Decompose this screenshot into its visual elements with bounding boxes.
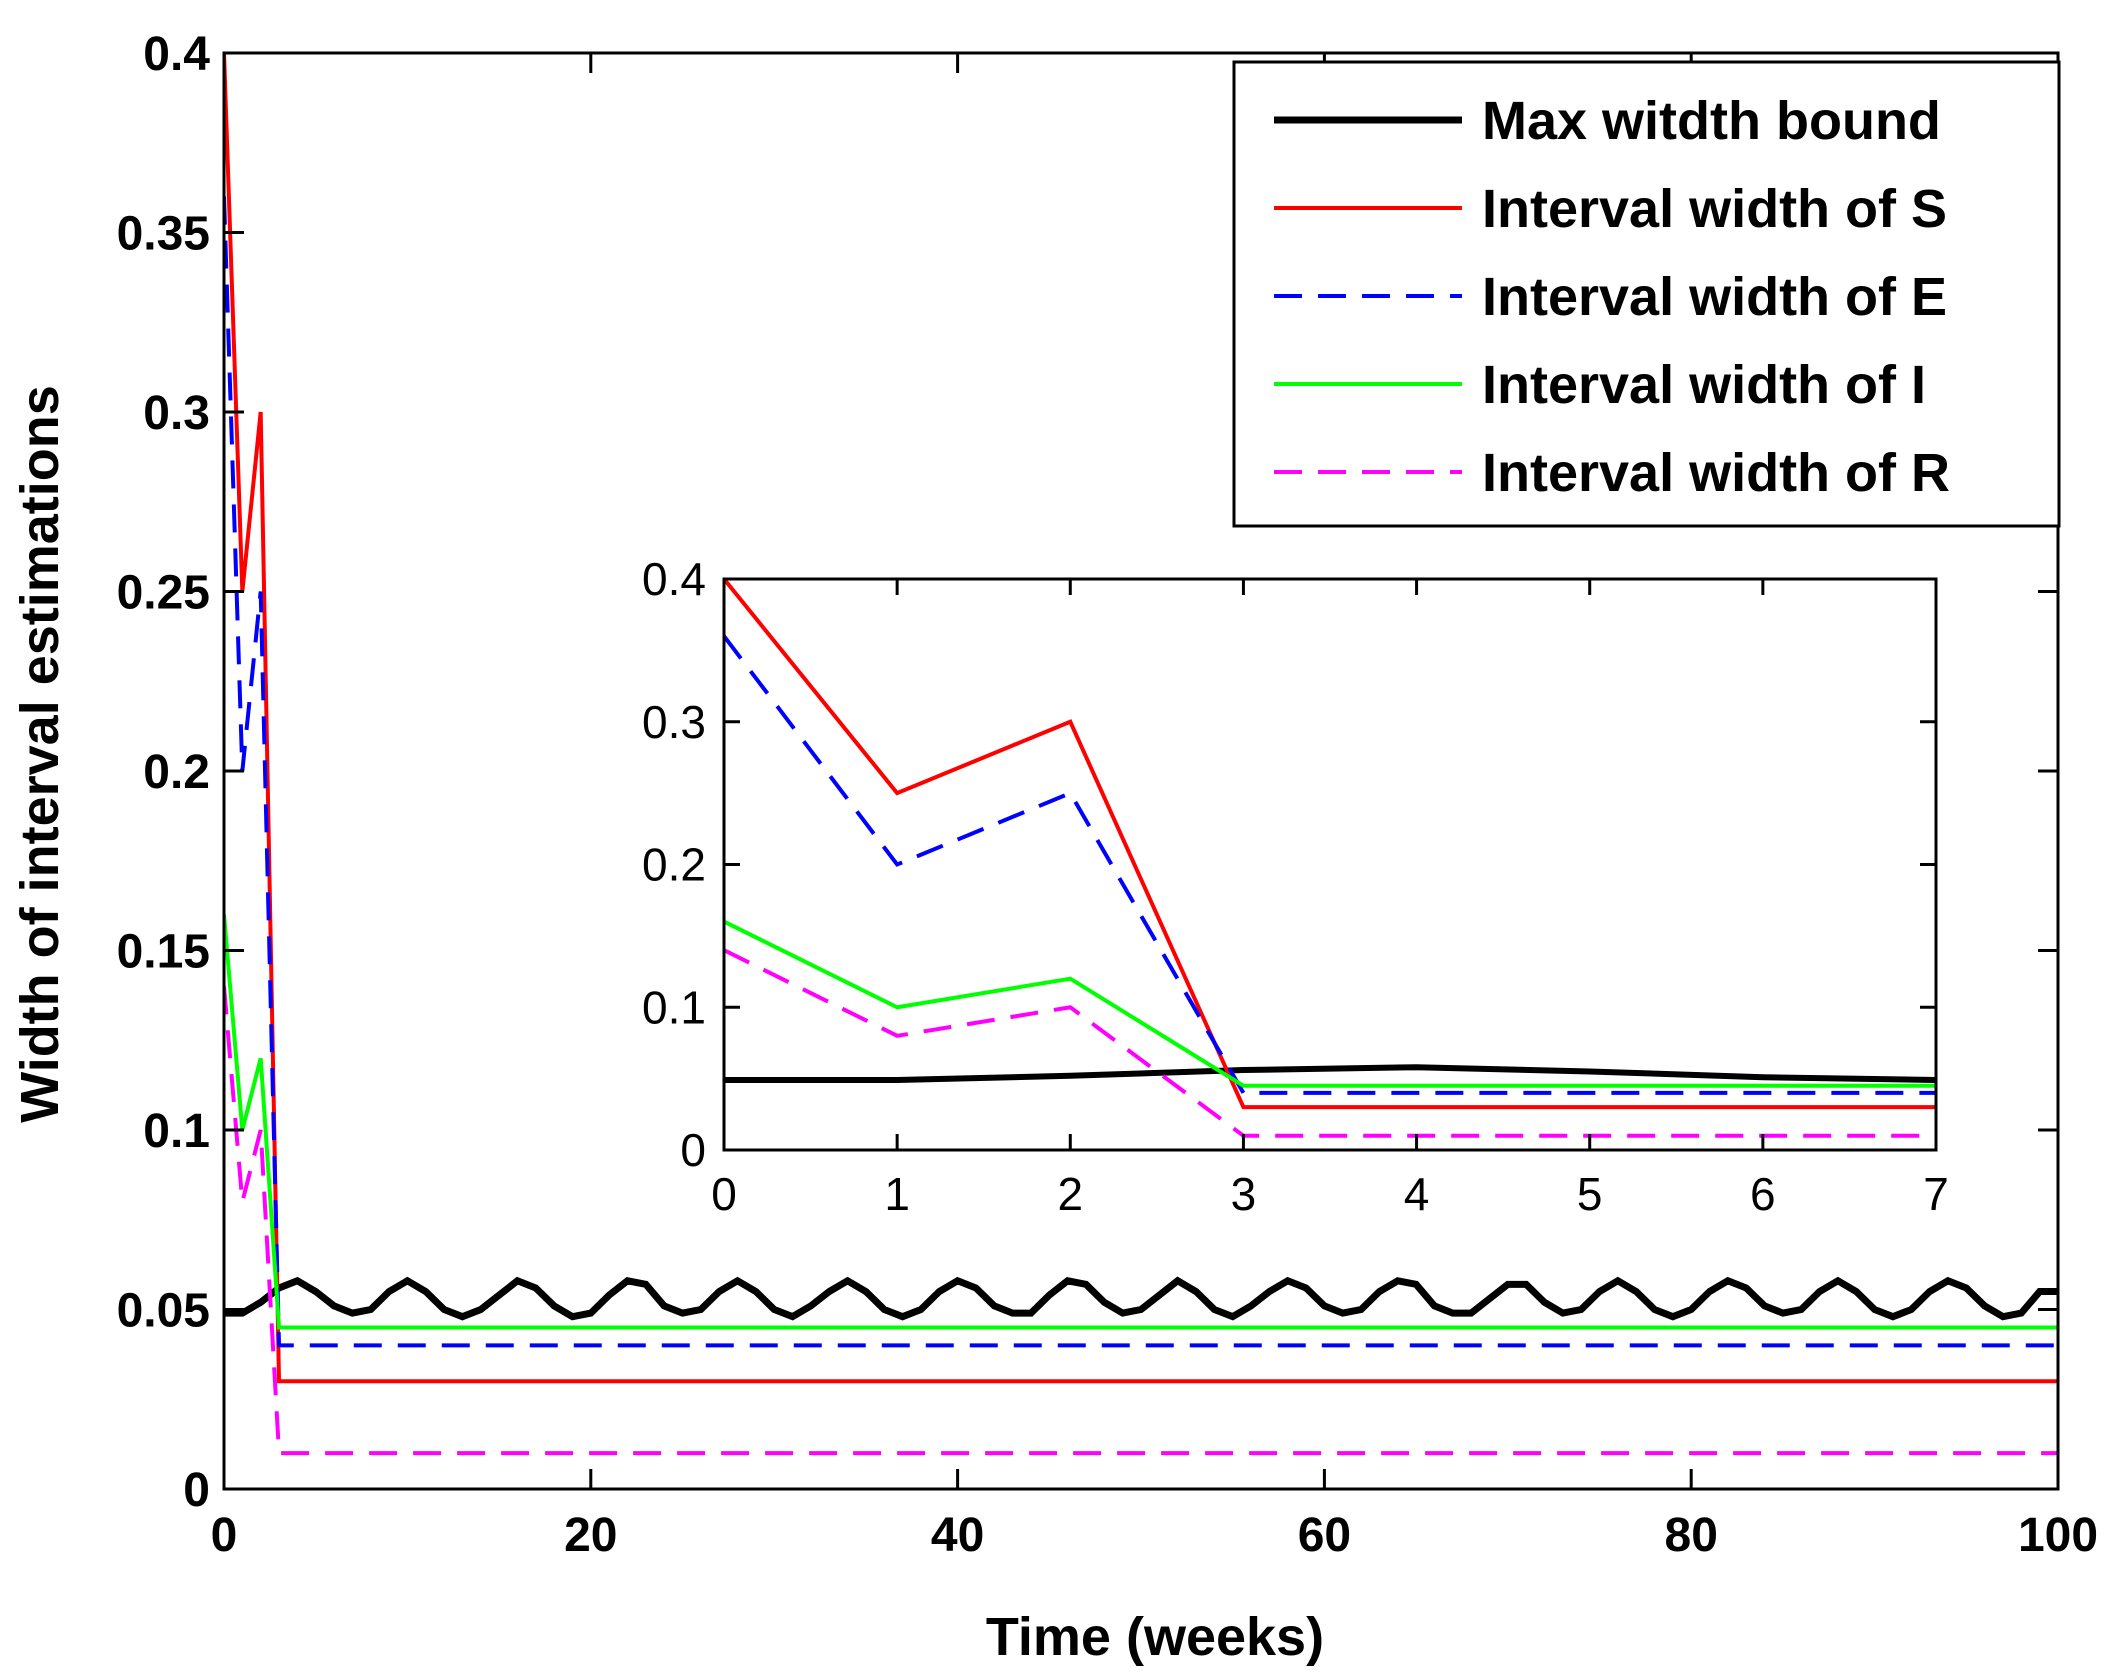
main-x-tick-label: 40 [931, 1509, 984, 1562]
inset-x-tick-label: 6 [1750, 1168, 1776, 1220]
inset-x-tick-label: 4 [1404, 1168, 1430, 1220]
inset-plot: 0 1 2 3 4 5 6 7 0 0.1 0.2 0.3 0.4 [642, 553, 1949, 1220]
inset-x-tick-label: 3 [1231, 1168, 1257, 1220]
inset-series-line-series-1 [724, 1064, 1936, 1084]
main-y-tick-label: 0.4 [143, 28, 210, 81]
main-y-tick-label: 0.15 [117, 926, 210, 979]
y-axis-label: Width of interval estimations [10, 385, 70, 1123]
main-x-tick-label: 80 [1665, 1509, 1718, 1562]
inset-series-line-series-2 [724, 579, 1936, 1110]
legend-label-interval-width-of-s: Interval width of S [1482, 179, 1947, 239]
inset-series-line-series-4 [724, 919, 1936, 1088]
main-x-tick-label: 20 [564, 1509, 617, 1562]
inset-y-tick-label: 0.3 [642, 696, 706, 748]
legend-label-interval-width-of-r: Interval width of R [1482, 443, 1950, 503]
inset-x-tick-label: 5 [1577, 1168, 1603, 1220]
inset-x-tick-label: 0 [711, 1168, 737, 1220]
inset-x-tick-label: 2 [1057, 1168, 1083, 1220]
main-y-tick-label: 0.05 [117, 1285, 210, 1338]
legend-label-interval-width-of-e: Interval width of E [1482, 267, 1947, 327]
main-x-tick-label: 100 [2018, 1509, 2098, 1562]
main-y-tick-label: 0.1 [143, 1105, 210, 1158]
main-y-tick-label: 0.2 [143, 746, 210, 799]
main-series-line-interval-width-of-i [224, 914, 2058, 1330]
inset-x-tick-label: 7 [1923, 1168, 1949, 1220]
x-axis-label: Time (weeks) [986, 1607, 1324, 1667]
legend-label-max-witdth-bound: Max witdth bound [1482, 91, 1941, 151]
main-y-tick-label: 0.3 [143, 387, 210, 440]
main-x-tick-label: 0 [211, 1509, 238, 1562]
inset-y-tick-label: 0.1 [642, 981, 706, 1033]
main-y-tick-label: 0 [183, 1464, 210, 1517]
inset-series-line-series-3 [724, 634, 1936, 1095]
inset-y-tick-label: 0.4 [642, 553, 706, 605]
legend: Max witdth bound Interval width of S Inter… [1232, 60, 2061, 528]
main-y-tick-label: 0.25 [117, 567, 210, 620]
main-series-line-max-witdth-bound [224, 1276, 2058, 1321]
main-series-line-interval-width-of-e [224, 196, 2058, 1348]
inset-y-tick-label: 0 [680, 1124, 706, 1176]
inset-series-line-series-5 [724, 948, 1936, 1138]
legend-label-interval-width-of-i: Interval width of I [1482, 355, 1926, 415]
main-y-tick-label: 0.35 [117, 208, 210, 261]
inset-x-tick-label: 1 [884, 1168, 910, 1220]
inset-y-tick-label: 0.2 [642, 839, 706, 891]
main-x-tick-label: 60 [1298, 1509, 1351, 1562]
inset-plot-background [724, 579, 1936, 1150]
